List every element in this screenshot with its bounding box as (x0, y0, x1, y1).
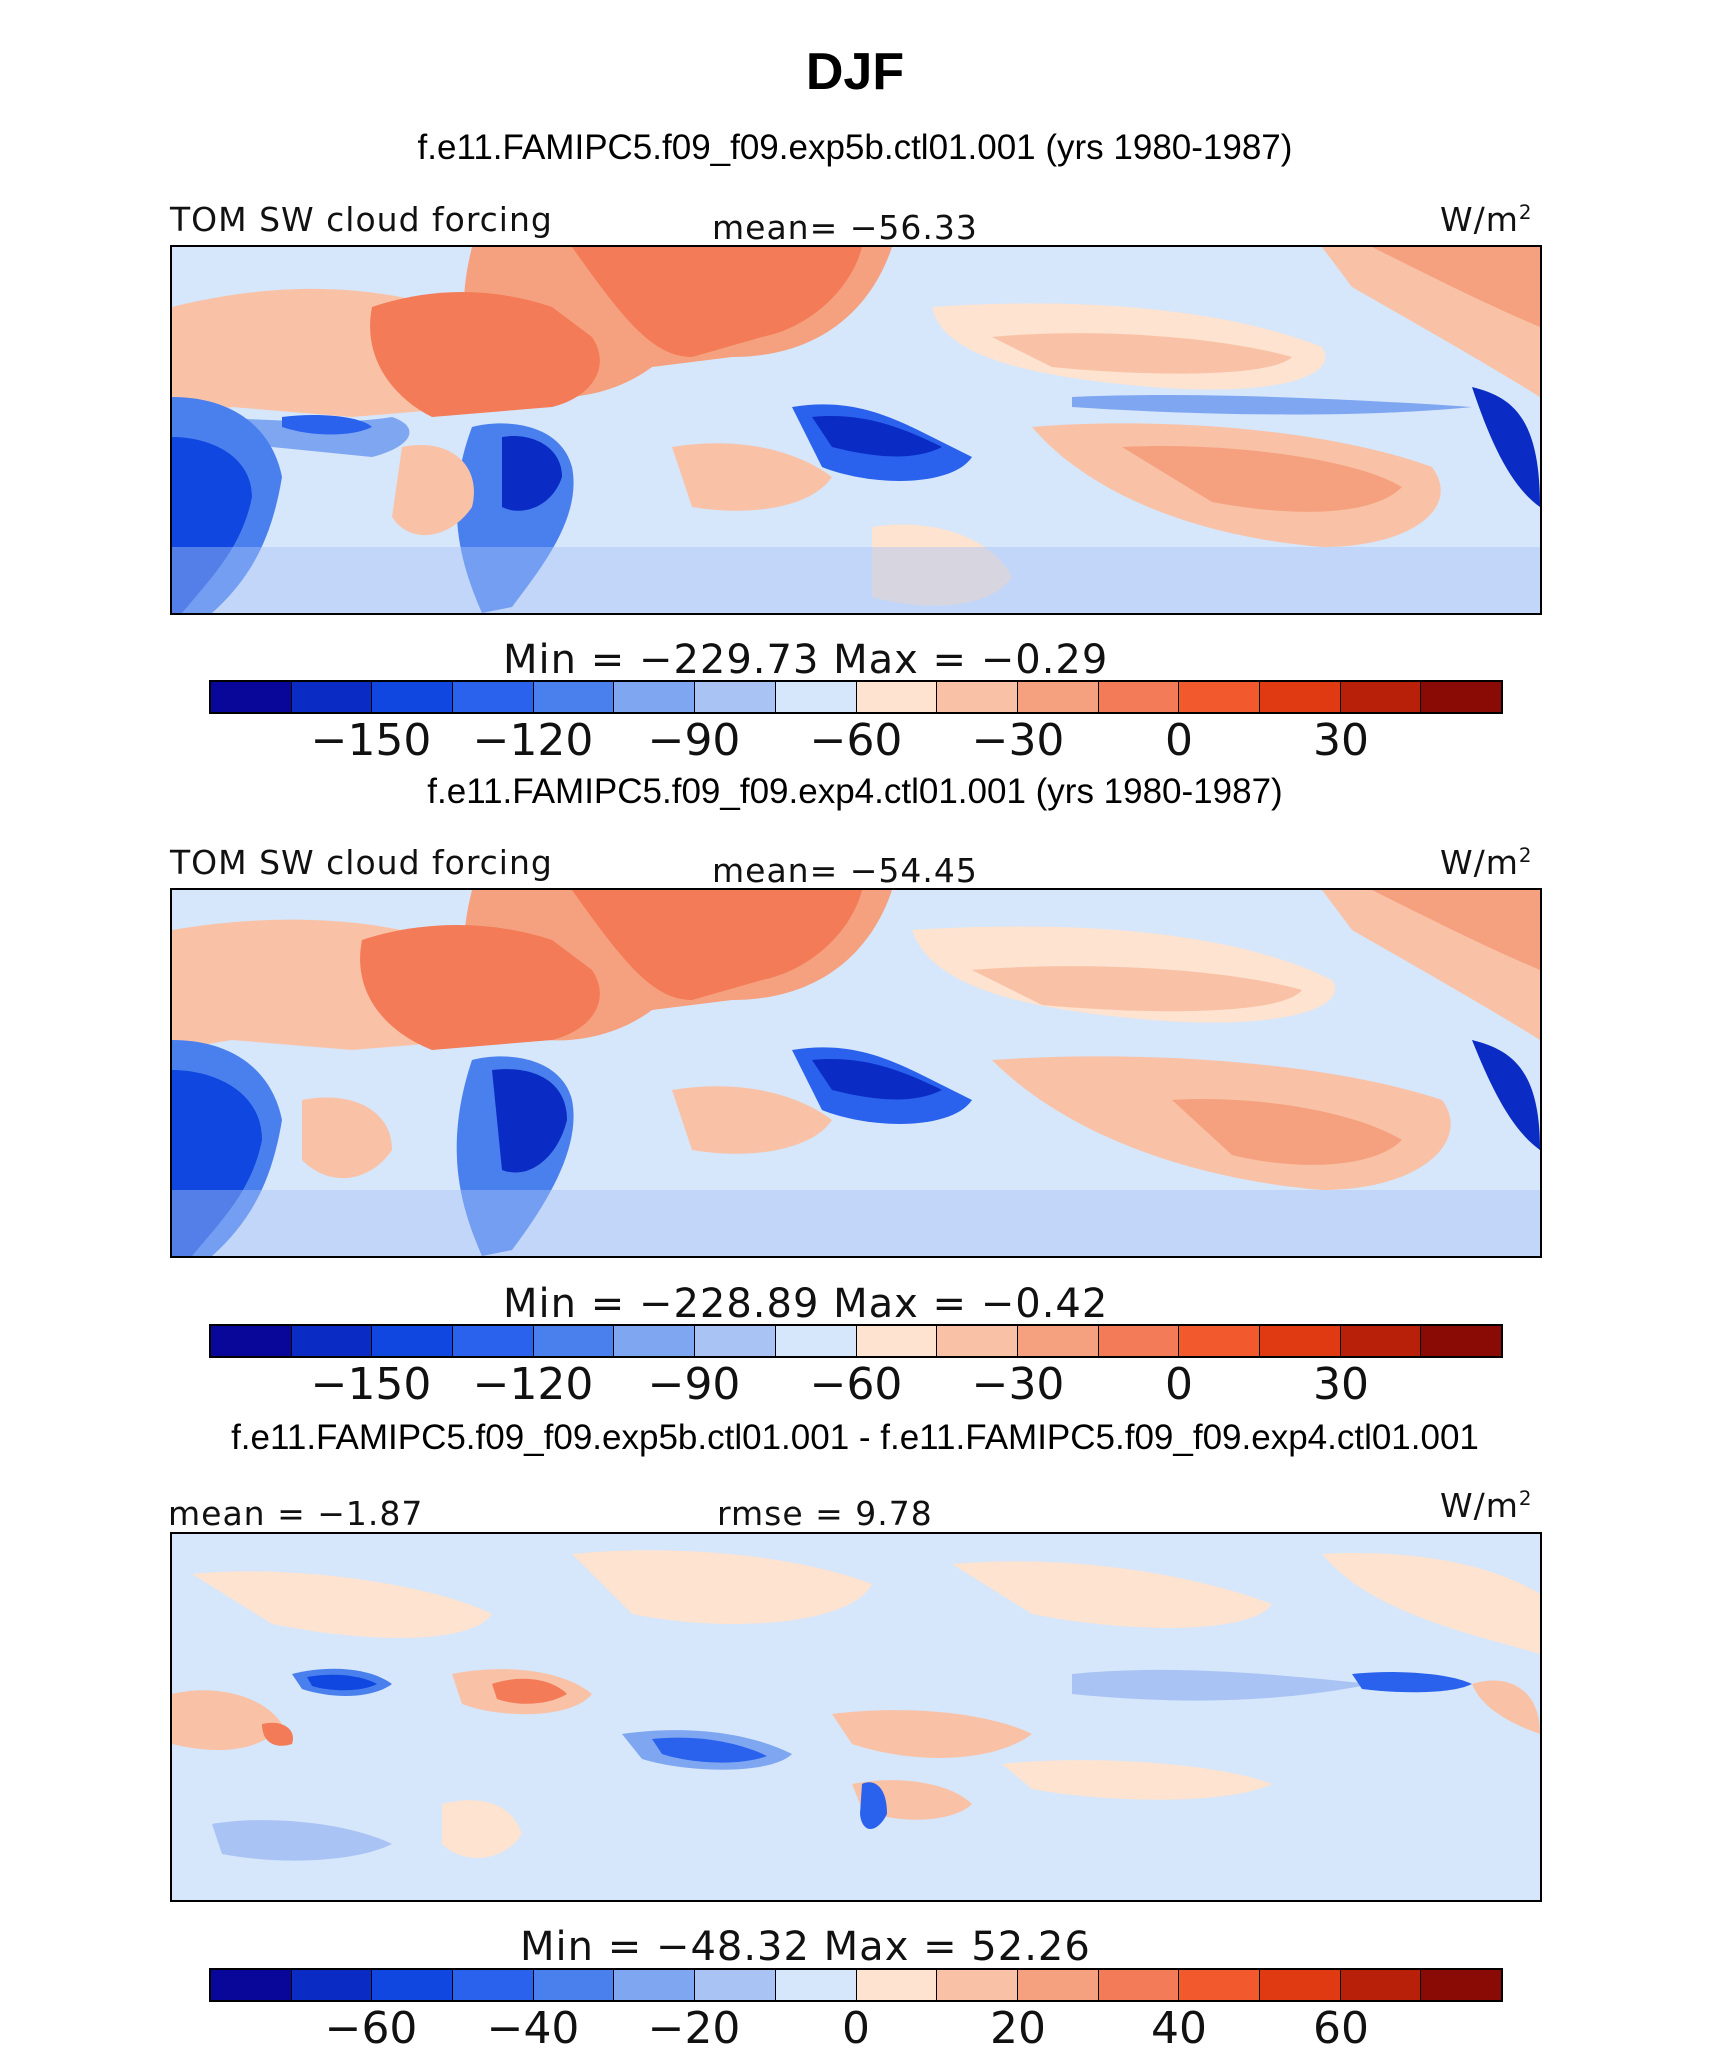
colorbar-swatch (291, 1326, 373, 1356)
panel-2-tick-label: −120 (472, 1359, 594, 1410)
colorbar-swatch (614, 1970, 696, 2000)
panel-2-map-field (172, 890, 1540, 1256)
panel-2-tick-label: −60 (809, 1359, 903, 1410)
panel-3-tick-label: −20 (647, 2003, 741, 2054)
colorbar-swatch (775, 1970, 857, 2000)
colorbar-swatch (775, 682, 857, 712)
panel-1-tick-label: −120 (472, 715, 594, 766)
colorbar-swatch (1259, 682, 1341, 712)
panel-2-tick-label: 0 (1165, 1359, 1193, 1410)
colorbar-swatch (1259, 1970, 1341, 2000)
colorbar-swatch (211, 1970, 292, 2000)
panel-2-colorbar (209, 1324, 1503, 1358)
colorbar-swatch (695, 1326, 776, 1356)
panel-1-tick-label: 30 (1313, 715, 1369, 766)
colorbar-swatch (372, 1970, 454, 2000)
colorbar-swatch (1421, 682, 1501, 712)
panel-3-mean-label: mean = −1.87 (168, 1494, 424, 1533)
colorbar-swatch (775, 1326, 857, 1356)
colorbar-swatch (1179, 1970, 1260, 2000)
panel-3-tick-label: 20 (990, 2003, 1046, 2054)
colorbar-swatch (533, 1970, 615, 2000)
colorbar-swatch (937, 682, 1018, 712)
panel-2-tick-label: −30 (971, 1359, 1065, 1410)
colorbar-swatch (453, 1970, 534, 2000)
panel-2-minmax-label: Min = −228.89 Max = −0.42 (503, 1281, 1109, 1327)
colorbar-swatch (1098, 1970, 1180, 2000)
colorbar-swatch (211, 682, 292, 712)
colorbar-swatch (1017, 1326, 1099, 1356)
panel-3-tick-label: 60 (1313, 2003, 1369, 2054)
panel-3-map-field (172, 1534, 1540, 1900)
colorbar-swatch (1098, 682, 1180, 712)
colorbar-swatch (1179, 682, 1260, 712)
colorbar-swatch (1179, 1326, 1260, 1356)
colorbar-swatch (1340, 1326, 1422, 1356)
panel-2-mean-label: mean= −54.45 (712, 851, 978, 890)
panel-1-variable-label: TOM SW cloud forcing (170, 200, 553, 239)
panel-1-tick-label: −150 (310, 715, 432, 766)
panel-3-tick-label: −60 (324, 2003, 418, 2054)
colorbar-swatch (453, 1326, 534, 1356)
colorbar-swatch (291, 1970, 373, 2000)
panel-2-map (170, 888, 1542, 1258)
colorbar-swatch (1340, 1970, 1422, 2000)
colorbar-swatch (453, 682, 534, 712)
panel-1-colorbar (209, 680, 1503, 714)
panel-2-tick-label: −90 (647, 1359, 741, 1410)
panel-3-tick-label: 40 (1151, 2003, 1207, 2054)
panel-2-case-title: f.e11.FAMIPC5.f09_f09.exp4.ctl01.001 (yr… (427, 772, 1283, 811)
colorbar-swatch (1098, 1326, 1180, 1356)
panel-3-tick-label: 0 (842, 2003, 870, 2054)
panel-3-rmse-label: rmse = 9.78 (717, 1494, 933, 1533)
panel-1-case-title: f.e11.FAMIPC5.f09_f09.exp5b.ctl01.001 (y… (417, 128, 1293, 167)
colorbar-swatch (1421, 1326, 1501, 1356)
colorbar-swatch (937, 1326, 1018, 1356)
colorbar-swatch (856, 1970, 938, 2000)
panel-2-tick-label: −150 (310, 1359, 432, 1410)
colorbar-swatch (372, 1326, 454, 1356)
colorbar-swatch (1017, 1970, 1099, 2000)
panel-1-map (170, 245, 1542, 615)
colorbar-swatch (1421, 1970, 1501, 2000)
colorbar-swatch (1340, 682, 1422, 712)
page-title: DJF (805, 43, 905, 101)
colorbar-swatch (614, 682, 696, 712)
panel-2-tick-label: 30 (1313, 1359, 1369, 1410)
colorbar-swatch (533, 1326, 615, 1356)
colorbar-swatch (372, 682, 454, 712)
panel-1-tick-label: −90 (647, 715, 741, 766)
panel-3-tick-label: −40 (486, 2003, 580, 2054)
colorbar-swatch (1259, 1326, 1341, 1356)
panel-1-tick-label: 0 (1165, 715, 1193, 766)
colorbar-swatch (856, 1326, 938, 1356)
colorbar-swatch (1017, 682, 1099, 712)
colorbar-swatch (533, 682, 615, 712)
panel-3-colorbar (209, 1968, 1503, 2002)
colorbar-swatch (291, 682, 373, 712)
panel-3-minmax-label: Min = −48.32 Max = 52.26 (520, 1924, 1091, 1970)
colorbar-swatch (856, 682, 938, 712)
panel-1-mean-label: mean= −56.33 (712, 208, 978, 247)
colorbar-swatch (211, 1326, 292, 1356)
panel-2-variable-label: TOM SW cloud forcing (170, 843, 553, 882)
panel-1-map-field (172, 247, 1540, 613)
panel-1-tick-label: −30 (971, 715, 1065, 766)
colorbar-swatch (614, 1326, 696, 1356)
colorbar-swatch (937, 1970, 1018, 2000)
panel-3-case-title: f.e11.FAMIPC5.f09_f09.exp5b.ctl01.001 - … (231, 1418, 1479, 1457)
panel-1-minmax-label: Min = −229.73 Max = −0.29 (503, 637, 1109, 683)
panel-1-units: W/m2 (1440, 200, 1533, 239)
panel-3-units: W/m2 (1440, 1486, 1533, 1525)
colorbar-swatch (695, 682, 776, 712)
panel-1-tick-label: −60 (809, 715, 903, 766)
panel-3-map (170, 1532, 1542, 1902)
colorbar-swatch (695, 1970, 776, 2000)
panel-2-units: W/m2 (1440, 843, 1533, 882)
